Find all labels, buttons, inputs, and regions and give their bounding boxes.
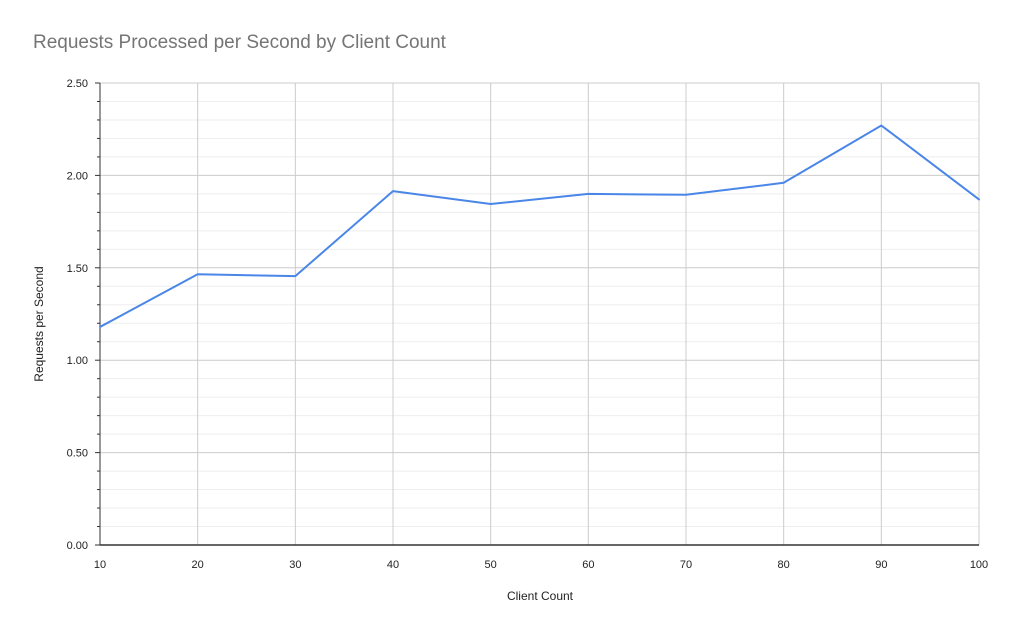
chart-title: Requests Processed per Second by Client … <box>33 32 446 53</box>
x-tick-label: 30 <box>289 559 301 571</box>
y-tick-label: 0.00 <box>67 540 88 552</box>
y-tick-label: 1.00 <box>67 355 88 367</box>
minor-gridlines <box>97 100 979 528</box>
y-axis-ticks: 0.00 0.50 1.00 1.50 2.00 2.50 <box>67 78 100 552</box>
x-tick-label: 100 <box>970 559 988 571</box>
major-gridlines <box>100 82 980 545</box>
x-tick-label: 90 <box>875 559 887 571</box>
x-axis-ticks: 10 20 30 40 50 60 70 80 90 100 <box>94 559 988 571</box>
x-tick-label: 40 <box>387 559 399 571</box>
series-line <box>99 124 980 328</box>
y-tick-label: 2.00 <box>67 170 88 182</box>
y-tick-label: 1.50 <box>67 263 88 275</box>
series-layer <box>99 124 980 328</box>
x-tick-label: 60 <box>582 559 594 571</box>
x-tick-label: 10 <box>94 559 106 571</box>
x-tick-label: 20 <box>192 559 204 571</box>
axes <box>99 83 979 546</box>
y-tick-label: 0.50 <box>67 448 88 460</box>
x-tick-label: 50 <box>485 559 497 571</box>
y-axis-title: Requests per Second <box>32 266 46 381</box>
y-tick-label: 2.50 <box>67 78 88 90</box>
x-tick-label: 70 <box>680 559 692 571</box>
x-axis-title: Client Count <box>507 589 574 603</box>
x-tick-label: 80 <box>778 559 790 571</box>
